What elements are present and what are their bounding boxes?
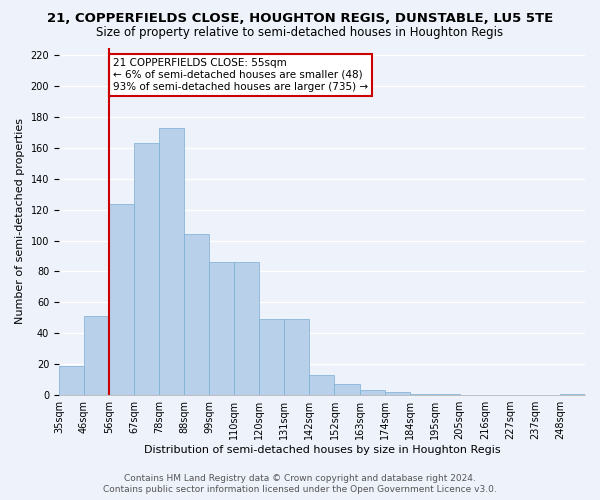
Bar [159,128,184,395]
Bar [134,144,159,395]
Bar [209,262,234,395]
Bar [359,390,385,395]
Bar [234,262,259,395]
Bar [560,394,585,395]
Bar [284,320,310,395]
Bar [59,366,84,395]
Bar [259,320,284,395]
Text: Contains HM Land Registry data © Crown copyright and database right 2024.
Contai: Contains HM Land Registry data © Crown c… [103,474,497,494]
Text: 21 COPPERFIELDS CLOSE: 55sqm
← 6% of semi-detached houses are smaller (48)
93% o: 21 COPPERFIELDS CLOSE: 55sqm ← 6% of sem… [113,58,368,92]
X-axis label: Distribution of semi-detached houses by size in Houghton Regis: Distribution of semi-detached houses by … [143,445,500,455]
Bar [184,234,209,395]
Bar [310,375,334,395]
Text: 21, COPPERFIELDS CLOSE, HOUGHTON REGIS, DUNSTABLE, LU5 5TE: 21, COPPERFIELDS CLOSE, HOUGHTON REGIS, … [47,12,553,26]
Bar [109,204,134,395]
Text: Size of property relative to semi-detached houses in Houghton Regis: Size of property relative to semi-detach… [97,26,503,39]
Bar [410,394,434,395]
Bar [334,384,359,395]
Bar [385,392,410,395]
Bar [434,394,460,395]
Y-axis label: Number of semi-detached properties: Number of semi-detached properties [15,118,25,324]
Bar [84,316,109,395]
